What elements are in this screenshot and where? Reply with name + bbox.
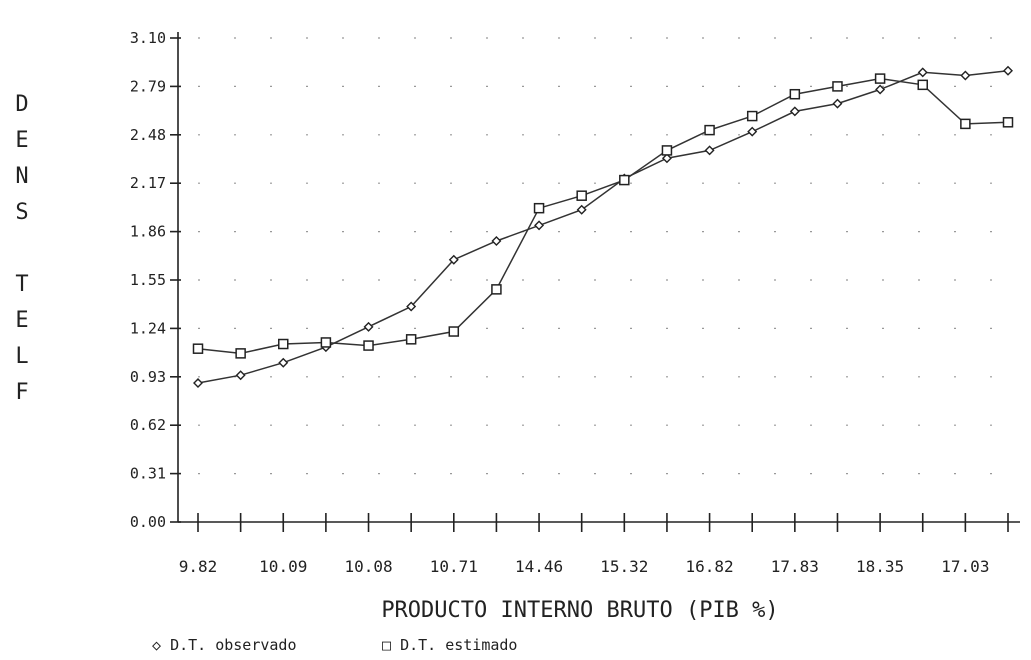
y-label-letter: N [15, 164, 29, 189]
diamond-marker [875, 84, 886, 95]
legend-estimado-label: D.T. estimado [400, 636, 518, 654]
legend-estimado: □ D.T. estimado [382, 636, 517, 654]
axes [170, 32, 1020, 532]
x-tick-label: 10.08 [344, 557, 392, 576]
y-label-letter: E [15, 308, 29, 333]
series-line [197, 70, 1009, 384]
x-tick-label: 14.46 [515, 557, 563, 576]
diamond-marker [278, 357, 289, 368]
square-marker [874, 73, 886, 84]
y-label-letter: L [15, 344, 29, 369]
diamond-marker [406, 301, 417, 312]
square-marker-icon: □ [382, 636, 392, 654]
series-observado [193, 65, 1013, 389]
square-marker [448, 326, 460, 337]
diamond-marker [789, 106, 800, 117]
legend-observado-label: D.T. observado [170, 636, 297, 654]
diamond-marker [960, 70, 971, 81]
diamond-marker [448, 254, 459, 265]
y-tick-label: 2.17 [130, 174, 166, 192]
x-tick-label: 10.09 [259, 557, 307, 576]
x-tick-label: 9.82 [179, 557, 218, 576]
x-tick-label: 18.35 [856, 557, 904, 576]
square-marker [405, 334, 417, 345]
y-tick-label: 1.24 [130, 319, 166, 337]
square-marker [746, 110, 758, 122]
grid [178, 37, 1012, 475]
square-marker [832, 81, 843, 92]
y-tick-label: 0.62 [130, 416, 166, 434]
square-marker [192, 343, 204, 354]
square-marker [235, 348, 246, 359]
square-marker [491, 284, 502, 295]
y-tick-label: 3.10 [130, 29, 166, 47]
square-marker [917, 79, 928, 91]
y-tick-label: 0.93 [130, 368, 166, 386]
diamond-marker [193, 378, 203, 389]
square-marker [1002, 117, 1014, 128]
series-line [197, 77, 1009, 355]
y-label-letter: T [15, 272, 29, 297]
y-tick-label: 2.79 [130, 77, 166, 95]
diamond-marker [235, 370, 246, 381]
square-marker [960, 118, 971, 130]
square-marker [278, 338, 289, 350]
x-tick-label: 16.82 [685, 557, 733, 576]
square-marker [533, 202, 545, 214]
diamond-marker [534, 220, 545, 231]
series-estimado [192, 73, 1014, 359]
diamond-marker-icon: ◇ [152, 636, 162, 654]
square-marker [704, 124, 715, 136]
y-tick-label: 1.55 [130, 271, 166, 289]
diamond-marker [704, 145, 715, 156]
diamond-marker [917, 67, 928, 78]
x-axis-label: PRODUCTO INTERNO BRUTO (PIB %) [381, 598, 778, 623]
y-label-letter: F [15, 380, 29, 405]
y-tick-label: 0.31 [130, 465, 166, 483]
y-label-letter: D [15, 92, 29, 117]
diamond-marker [1003, 65, 1013, 76]
y-label-letter: S [15, 200, 29, 225]
square-marker [576, 190, 587, 201]
y-tick-label: 0.00 [130, 513, 166, 531]
diamond-marker [747, 126, 758, 137]
legend-observado: ◇ D.T. observado [152, 636, 297, 654]
diamond-marker [576, 204, 587, 215]
y-label-letter: E [15, 128, 29, 153]
square-marker [619, 174, 630, 186]
diamond-marker [491, 235, 502, 246]
square-marker [320, 337, 332, 348]
diamond-marker [363, 321, 374, 332]
x-tick-label: 17.03 [941, 557, 989, 576]
y-tick-label: 1.86 [130, 223, 166, 241]
y-tick-labels: 0.00 0.31 0.62 0.93 1.24 1.55 1.86 2.17 2.48 2.79… [130, 29, 166, 531]
diamond-marker [832, 98, 843, 109]
x-tick-labels: 9.82 10.09 10.08 10.71 14.46 15.32 16.82 17.83 1… [179, 557, 990, 576]
x-tick-label: 15.32 [600, 557, 648, 576]
y-tick-label: 2.48 [130, 126, 166, 144]
square-marker [661, 145, 673, 156]
square-marker [789, 88, 801, 100]
square-marker [363, 340, 374, 351]
x-tick-label: 17.83 [771, 557, 819, 576]
x-tick-label: 10.71 [430, 557, 478, 576]
series-group [192, 65, 1014, 389]
